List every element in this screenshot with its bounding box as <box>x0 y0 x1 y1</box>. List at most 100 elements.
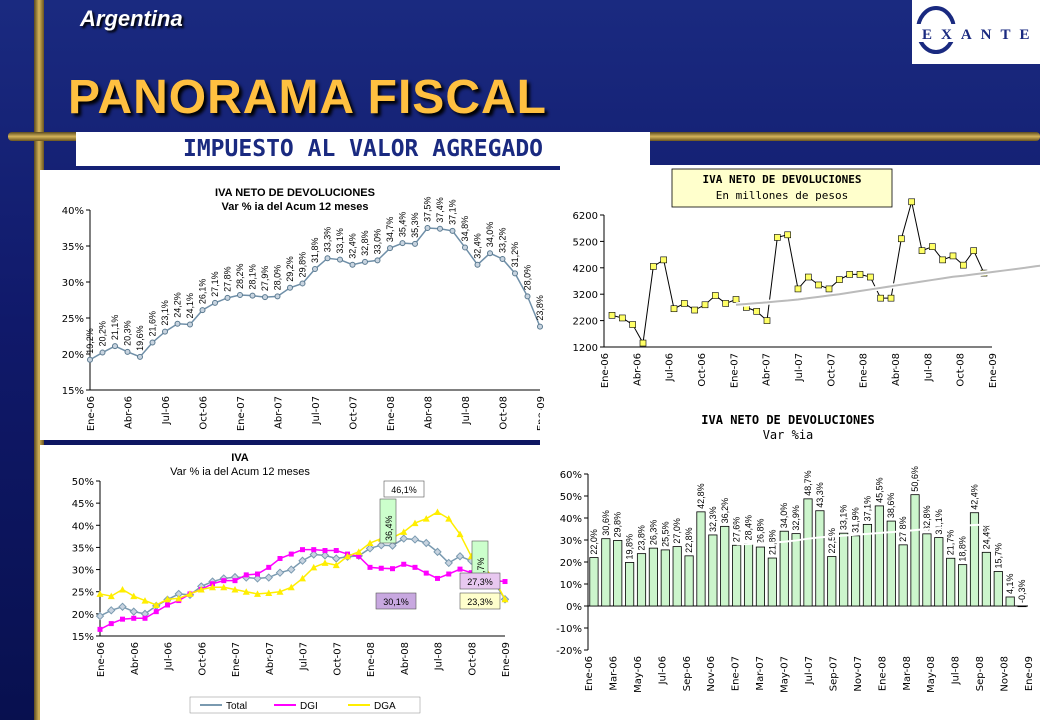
data-point <box>462 244 468 251</box>
data-point <box>322 548 328 554</box>
data-point <box>197 586 205 593</box>
x-tick-label: Jul-08 <box>434 642 445 671</box>
data-point <box>164 595 171 603</box>
data-point <box>437 225 443 232</box>
data-label: 29,8% <box>298 252 308 278</box>
data-label: 18,8% <box>958 536 968 562</box>
data-point <box>119 586 126 593</box>
data-point <box>825 285 833 293</box>
data-label: 27,8% <box>898 516 908 542</box>
bar <box>767 557 777 607</box>
x-tick-label: Mar-06 <box>608 656 619 691</box>
x-tick-label: Nov-08 <box>1000 656 1011 692</box>
bar <box>981 551 991 607</box>
x-tick-label: Ene-07 <box>236 396 247 431</box>
x-tick-label: Abr-07 <box>762 353 773 386</box>
data-point <box>388 541 397 550</box>
callout-30-1-box <box>375 592 417 610</box>
data-point <box>175 594 183 602</box>
callout-27-3: 27,3% <box>467 577 493 587</box>
y-tick-label: 50% <box>72 477 94 488</box>
data-point <box>629 321 636 328</box>
data-point <box>399 534 408 543</box>
x-tick-label: Jul-07 <box>804 656 815 685</box>
data-point <box>131 615 137 621</box>
y-tick-label: 60% <box>560 470 582 481</box>
data-label: 20,3% <box>123 320 133 346</box>
bar <box>862 523 873 607</box>
data-point <box>377 541 386 550</box>
x-tick-label: Oct-08 <box>956 353 967 387</box>
data-point <box>320 551 330 560</box>
data-point <box>310 563 318 571</box>
data-point <box>898 235 905 243</box>
data-point <box>846 271 853 278</box>
data-point <box>712 292 719 299</box>
data-point <box>97 626 103 632</box>
data-label: 32,4% <box>473 233 483 259</box>
x-tick-label: Ene-08 <box>877 656 888 691</box>
bar <box>886 520 896 607</box>
data-point <box>152 601 160 608</box>
logo-text: EXANTE <box>922 27 1039 43</box>
data-point <box>209 583 216 591</box>
data-point <box>124 348 131 355</box>
series-line-trend <box>736 523 1023 546</box>
bar <box>910 494 920 607</box>
data-point <box>174 320 181 327</box>
data-point <box>949 252 957 260</box>
data-point <box>311 547 317 553</box>
data-point <box>96 590 104 597</box>
callout-23-3: 23,3% <box>467 597 493 607</box>
x-tick-label: Oct-07 <box>349 396 360 430</box>
y-tick-label: 15% <box>72 632 94 643</box>
data-point <box>608 312 616 319</box>
data-point <box>805 273 812 281</box>
data-point <box>254 590 261 597</box>
data-point <box>265 589 273 597</box>
y-tick-label: 20% <box>560 558 582 569</box>
x-tick-label: Jul-06 <box>657 656 668 685</box>
data-point <box>365 544 375 553</box>
data-point <box>129 607 138 616</box>
chart-title: IVA NETO DE DEVOLUCIONES <box>703 173 862 186</box>
x-tick-label: Ene-08 <box>859 353 870 388</box>
data-label: 19,2% <box>85 328 95 354</box>
data-point <box>444 558 453 568</box>
data-label: 50,6% <box>910 466 920 492</box>
x-tick-label: Ene-06 <box>86 396 97 431</box>
data-label: 37,4% <box>435 197 445 223</box>
data-label: 26,8% <box>755 519 765 545</box>
data-point <box>619 314 626 322</box>
data-label: 32,9% <box>791 505 801 531</box>
data-point <box>324 255 331 262</box>
bar <box>1005 596 1015 607</box>
x-tick-label: Jul-07 <box>794 353 805 382</box>
data-point <box>356 553 362 559</box>
data-label: 36,2% <box>720 498 730 524</box>
x-tick-label: Ene-07 <box>731 656 742 691</box>
data-point <box>970 247 977 254</box>
data-point <box>243 572 249 578</box>
data-label: 27,1% <box>210 271 220 297</box>
data-point <box>95 611 105 621</box>
data-point <box>455 552 465 561</box>
data-label: 48,7% <box>803 470 813 496</box>
bar <box>827 556 837 607</box>
x-tick-label: Oct-06 <box>697 353 708 387</box>
data-label: 38,6% <box>886 493 896 519</box>
data-label: 23,8% <box>535 295 545 321</box>
data-point <box>537 323 543 330</box>
x-tick-label: Abr-07 <box>265 642 276 675</box>
data-label: 34,7% <box>385 217 395 243</box>
x-tick-label: Jul-06 <box>164 642 175 671</box>
y-tick-label: 40% <box>560 514 582 525</box>
x-tick-label: Jul-07 <box>299 642 310 671</box>
bar <box>969 512 980 607</box>
data-point <box>815 281 822 289</box>
data-label: 26,1% <box>198 279 208 305</box>
x-tick-label: Ene-09 <box>988 353 999 388</box>
data-label: 19,6% <box>135 325 145 351</box>
data-point <box>732 296 740 303</box>
data-point <box>108 621 114 627</box>
